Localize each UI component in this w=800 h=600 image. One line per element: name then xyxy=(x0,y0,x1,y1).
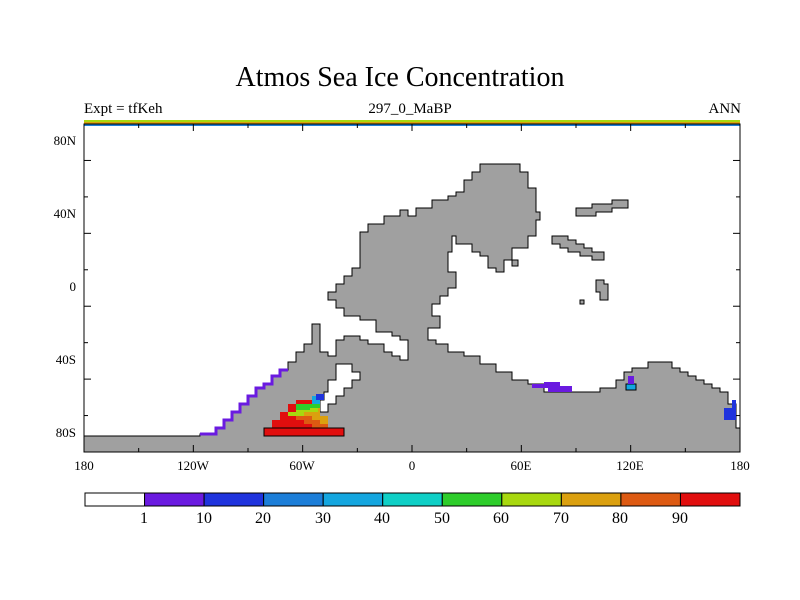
y-axis-labels: 80N 40N 0 40S 80S xyxy=(54,133,77,440)
x-axis-labels: 180 120W 60W 0 60E 120E 180 xyxy=(74,458,750,473)
sea-ice-field xyxy=(263,394,345,437)
coastal-ice-east xyxy=(724,400,736,420)
colorbar-swatch xyxy=(203,492,265,507)
y-tick-label: 80N xyxy=(54,133,77,148)
north-ice-band xyxy=(84,120,740,122)
coastal-ice-patch xyxy=(625,383,637,391)
colorbar-label: 20 xyxy=(255,510,271,527)
colorbar-swatch xyxy=(679,492,741,507)
pangaea-landmass xyxy=(83,163,741,453)
ice-10 xyxy=(316,394,324,400)
x-tick-label: 180 xyxy=(730,458,750,473)
colorbar-swatch xyxy=(263,492,324,507)
experiment-label: Expt = tfKeh xyxy=(84,101,163,117)
colorbar-label: 60 xyxy=(493,510,509,527)
x-tick-label: 180 xyxy=(74,458,94,473)
x-tick-label: 60W xyxy=(289,458,315,473)
colorbar-label: 40 xyxy=(374,510,390,527)
coastal-ice-west xyxy=(200,368,288,436)
colorbar-swatch xyxy=(560,492,622,507)
colorbar-swatch xyxy=(144,492,205,507)
east-island-3 xyxy=(595,279,609,301)
season-label: ANN xyxy=(708,101,742,117)
colorbar-swatch xyxy=(322,492,384,507)
x-tick-label: 120E xyxy=(616,458,644,473)
colorbar-label: 70 xyxy=(553,510,569,527)
x-tick-label: 120W xyxy=(177,458,210,473)
colorbar-swatch xyxy=(84,492,146,507)
x-tick-label: 60E xyxy=(511,458,532,473)
y-tick-label: 80S xyxy=(56,425,76,440)
north-ice-band-2 xyxy=(84,122,740,124)
map-panel: 180 120W 60W 0 60E 120E 180 80N 40N 0 40… xyxy=(54,120,750,473)
ice-outline xyxy=(263,427,345,437)
x-tick-label: 0 xyxy=(409,458,416,473)
y-tick-label: 40N xyxy=(54,206,77,221)
y-tick-label: 0 xyxy=(70,279,77,294)
colorbar-swatch xyxy=(501,492,562,507)
east-island-2 xyxy=(551,235,605,261)
colorbar-label: 30 xyxy=(315,510,331,527)
colorbar-label: 90 xyxy=(672,510,688,527)
map-title: Atmos Sea Ice Concentration xyxy=(235,62,565,93)
y-tick-label: 40S xyxy=(56,352,76,367)
east-islet xyxy=(579,299,585,305)
coastal-ice-south xyxy=(532,382,572,392)
colorbar-label: 50 xyxy=(434,510,450,527)
time-label: 297_0_MaBP xyxy=(368,101,452,117)
colorbar-labels: 1 10 20 30 40 50 60 70 80 90 xyxy=(140,510,688,527)
inland-sea xyxy=(319,363,361,413)
colorbar-swatch xyxy=(382,492,443,507)
colorbar-swatch xyxy=(441,492,503,507)
colorbar-label: 1 xyxy=(140,510,148,527)
colorbar-label: 80 xyxy=(612,510,628,527)
tick-marks xyxy=(83,123,741,453)
central-islet xyxy=(511,259,519,267)
coastal-ice-patch-2 xyxy=(628,376,634,384)
colorbar xyxy=(84,492,741,507)
colorbar-label: 10 xyxy=(196,510,212,527)
east-island-1 xyxy=(575,199,629,217)
colorbar-swatch xyxy=(620,492,681,507)
